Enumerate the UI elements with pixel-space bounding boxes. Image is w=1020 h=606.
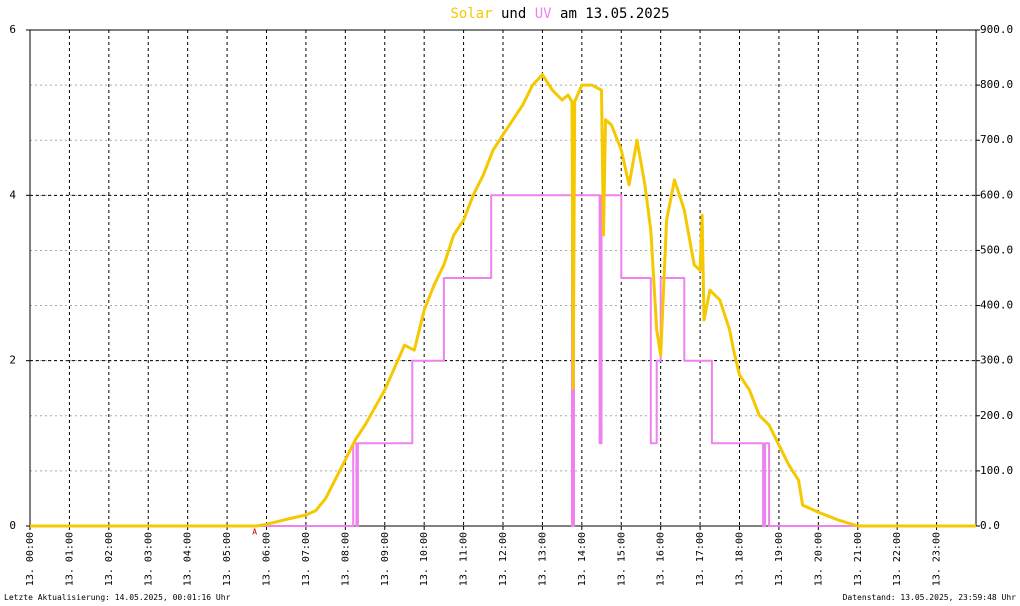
- title-text: und: [501, 6, 526, 22]
- footer-left: Letzte Aktualisierung: 14.05.2025, 00:01…: [4, 593, 231, 602]
- x-tick-label: 13. 13:00: [537, 532, 548, 586]
- y2-tick-label: 600.0: [980, 188, 1013, 201]
- x-tick-label: 13. 07:00: [301, 532, 312, 586]
- title-solar: Solar: [450, 6, 492, 22]
- x-tick-label: 13. 09:00: [380, 532, 391, 586]
- x-tick-label: 13. 05:00: [222, 532, 233, 586]
- x-tick-label: 13. 23:00: [932, 532, 943, 586]
- y-tick-label: 6: [9, 23, 16, 36]
- x-tick-label: 13. 18:00: [735, 532, 746, 586]
- x-tick-label: 13. 01:00: [64, 532, 75, 586]
- x-tick-label: 13. 15:00: [616, 532, 627, 586]
- plot-frame: [29, 29, 977, 527]
- x-tick-label: 13. 10:00: [419, 532, 430, 586]
- footer-right: Datenstand: 13.05.2025, 23:59:48 Uhr: [843, 593, 1017, 602]
- x-tick-label: 13. 04:00: [183, 532, 194, 586]
- series-line: [30, 194, 976, 527]
- y2-tick-label: 400.0: [980, 299, 1013, 312]
- x-tick-label: 13. 19:00: [774, 532, 785, 586]
- x-tick-label: 13. 17:00: [695, 532, 706, 586]
- title-text: am 13.05.2025: [560, 6, 670, 22]
- y2-tick-label: 900.0: [980, 23, 1013, 36]
- x-tick-label: 13. 06:00: [262, 532, 273, 586]
- x-tick-label: 13. 11:00: [459, 532, 470, 586]
- y-tick-label: 2: [9, 354, 16, 367]
- x-tick-label: 13. 03:00: [143, 532, 154, 586]
- x-tick-label: 13. 21:00: [853, 532, 864, 586]
- x-tick-label: 13. 16:00: [656, 532, 667, 586]
- x-tick-label: 13. 12:00: [498, 532, 509, 586]
- y-tick-label: 0: [9, 519, 16, 532]
- x-tick-label: 13. 22:00: [892, 532, 903, 586]
- x-tick-label: 13. 08:00: [340, 532, 351, 586]
- x-tick-label: 13. 20:00: [813, 532, 824, 586]
- x-tick-label: 13. 02:00: [104, 532, 115, 586]
- y2-tick-label: 200.0: [980, 409, 1013, 422]
- y2-tick-label: 800.0: [980, 78, 1013, 91]
- y2-tick-label: 100.0: [980, 464, 1013, 477]
- y-tick-label: 4: [9, 188, 16, 201]
- y2-tick-label: 300.0: [980, 354, 1013, 367]
- series-line: [30, 73, 976, 528]
- chart-title: Solar und UV am 13.05.2025: [450, 6, 669, 22]
- title-uv: UV: [535, 6, 552, 22]
- y2-tick-label: 500.0: [980, 243, 1013, 256]
- y2-tick-label: 700.0: [980, 133, 1013, 146]
- y2-tick-label: 0.0: [980, 519, 1000, 532]
- x-tick-label: 13. 00:00: [25, 532, 36, 586]
- annotation: A: [252, 528, 257, 537]
- x-tick-label: 13. 14:00: [577, 532, 588, 586]
